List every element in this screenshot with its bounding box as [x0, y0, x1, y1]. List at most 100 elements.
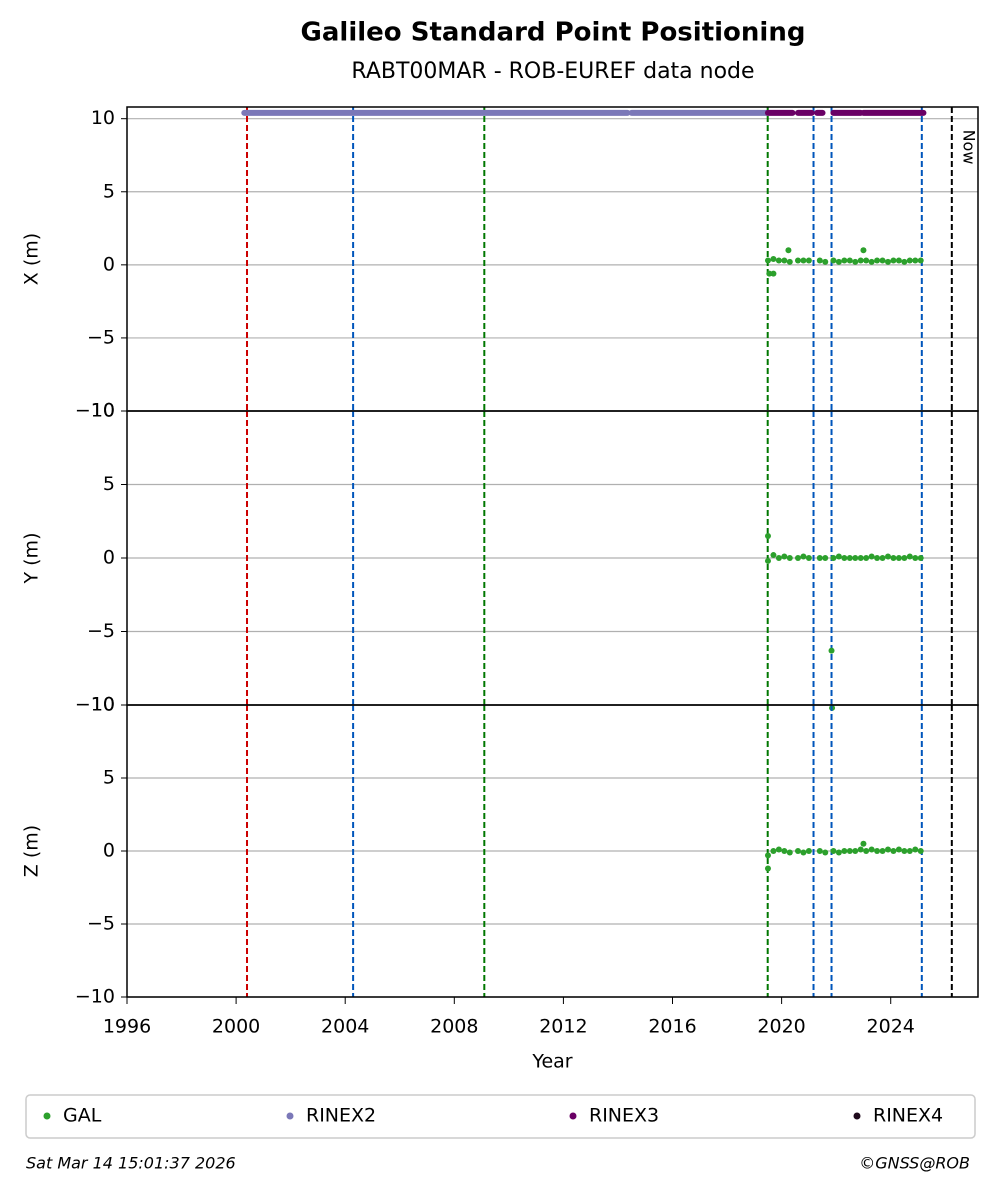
point	[835, 553, 842, 560]
x-tick-label: 2016	[648, 1016, 696, 1038]
point	[816, 257, 823, 264]
x-tick-label: 2012	[539, 1016, 587, 1038]
legend-marker	[569, 1112, 577, 1120]
point	[786, 258, 793, 265]
point	[835, 849, 842, 856]
point	[912, 555, 919, 561]
point	[879, 848, 886, 854]
x-tick-label: 1996	[103, 1016, 151, 1038]
point	[906, 553, 913, 560]
chart-subtitle: RABT00MAR - ROB-EUREF data node	[351, 59, 754, 84]
point	[816, 555, 823, 561]
point	[874, 848, 881, 854]
point	[770, 552, 777, 559]
legend-box	[25, 1094, 976, 1139]
point	[879, 257, 886, 264]
point	[764, 257, 771, 264]
y-tick-label: 5	[103, 180, 115, 202]
point	[863, 257, 870, 264]
legend-label: RINEX2	[306, 1105, 376, 1127]
point	[781, 257, 788, 264]
point	[884, 258, 891, 265]
point	[863, 848, 870, 854]
x-tick-label: 2004	[321, 1016, 369, 1038]
x-tick-label: 2020	[757, 1016, 805, 1038]
point	[901, 258, 908, 265]
point	[906, 848, 913, 854]
point	[770, 270, 777, 277]
point	[805, 257, 812, 264]
x-tick-label: 2008	[430, 1016, 478, 1038]
point	[879, 555, 886, 561]
point	[794, 848, 801, 854]
point	[874, 555, 881, 561]
timestamp: Sat Mar 14 15:01:37 2026	[26, 1154, 236, 1173]
y-tick-label: 0	[103, 840, 115, 862]
point	[781, 848, 788, 854]
point	[895, 257, 902, 264]
point	[841, 555, 848, 561]
event-label: Now	[959, 130, 978, 165]
point	[917, 848, 924, 854]
y-tick-label: −10	[75, 986, 115, 1008]
point	[884, 846, 891, 853]
point	[830, 555, 837, 561]
point	[805, 555, 812, 561]
point	[852, 555, 859, 561]
legend-marker	[286, 1112, 294, 1120]
x-tick-label: 2000	[212, 1016, 260, 1038]
point	[895, 555, 902, 561]
point	[890, 555, 897, 561]
point	[857, 555, 864, 561]
point	[764, 557, 771, 564]
point	[901, 848, 908, 854]
point	[912, 846, 919, 853]
y-tick-label: 0	[103, 547, 115, 569]
y-tick-label: −5	[87, 326, 115, 348]
legend-marker	[853, 1112, 861, 1120]
y-tick-label: −5	[87, 620, 115, 642]
point	[794, 555, 801, 561]
chart-title: Galileo Standard Point Positioning	[301, 18, 806, 48]
point	[786, 849, 793, 856]
point	[868, 553, 875, 560]
point	[863, 555, 870, 561]
point	[830, 848, 837, 854]
point	[775, 555, 782, 561]
point	[874, 257, 881, 264]
point	[912, 257, 919, 264]
point	[781, 553, 788, 560]
point	[805, 848, 812, 854]
point	[895, 846, 902, 853]
y-tick-label: 10	[91, 400, 115, 422]
point	[852, 848, 859, 854]
point	[800, 553, 807, 560]
point	[764, 532, 771, 539]
point	[770, 848, 777, 854]
point	[830, 257, 837, 264]
plot-frame	[126, 704, 979, 998]
point	[860, 840, 867, 847]
point	[901, 555, 908, 561]
point	[764, 852, 771, 859]
x-axis-label: Year	[531, 1051, 572, 1073]
point	[917, 257, 924, 264]
y-tick-label: 10	[91, 107, 115, 129]
point	[857, 257, 864, 264]
y-tick-label: −5	[87, 913, 115, 935]
legend-label: GAL	[63, 1105, 102, 1127]
point	[890, 848, 897, 854]
point	[822, 555, 829, 561]
credit: ©GNSS@ROB	[859, 1154, 970, 1173]
point	[852, 258, 859, 265]
legend-label: RINEX3	[589, 1105, 659, 1127]
y-axis-label: Z (m)	[21, 825, 43, 877]
point	[846, 848, 853, 854]
point	[835, 258, 842, 265]
y-tick-label: 10	[91, 694, 115, 716]
point	[770, 256, 777, 262]
point	[917, 555, 924, 561]
y-tick-label: 5	[103, 767, 115, 789]
x-tick-label: 2024	[867, 1016, 915, 1038]
